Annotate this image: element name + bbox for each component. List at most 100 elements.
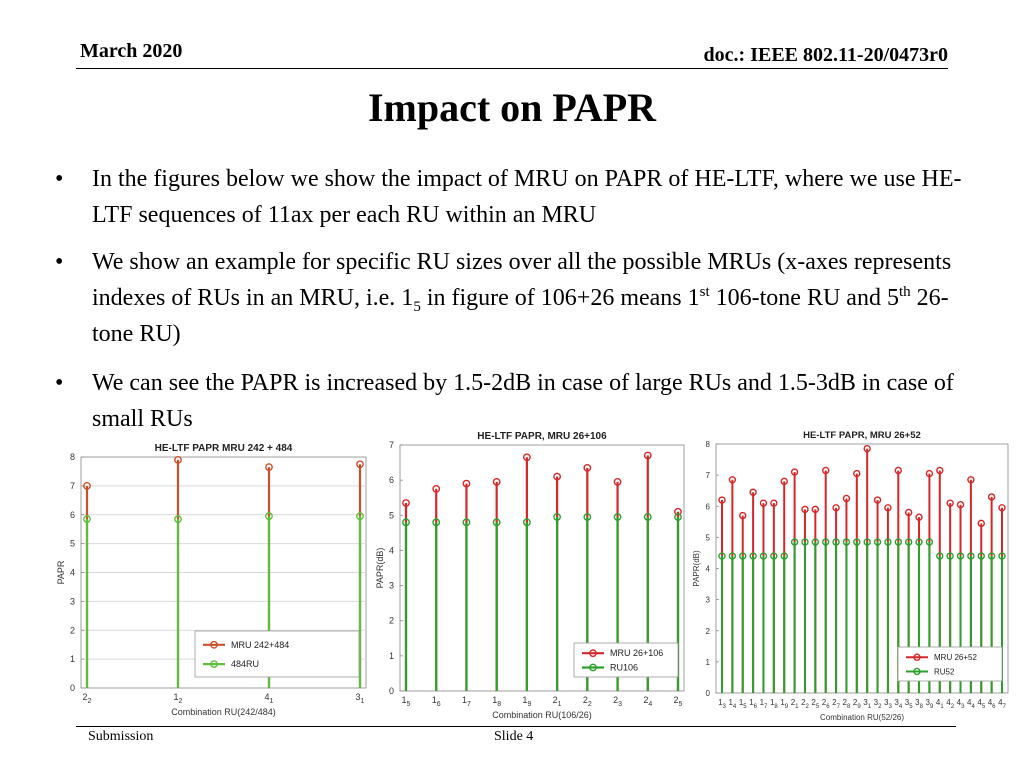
mru-marker <box>967 476 975 484</box>
y-tick-label: 1 <box>389 651 394 661</box>
legend-label: RU52 <box>934 667 955 676</box>
footer-slide-number: Slide 4 <box>494 729 534 744</box>
mru-marker <box>462 479 471 488</box>
bullet-superscript: st <box>699 284 710 300</box>
mru-marker <box>674 507 682 516</box>
legend-label: 484RU <box>231 659 259 669</box>
x-tick-label: 32 <box>874 698 882 710</box>
x-tick-label: 26 <box>822 698 830 710</box>
y-tick-label: 6 <box>70 510 75 520</box>
mru-marker <box>583 463 592 472</box>
chart-mru-26-52: HE-LTF PAPR, MRU 26+52 0 1 2 3 4 5 6 7 8 PAPR(dB) 1… <box>688 425 1020 729</box>
mru-marker <box>801 505 809 514</box>
ru-marker <box>759 552 768 560</box>
ru-marker <box>853 538 861 546</box>
mru-marker <box>822 466 830 475</box>
x-tick-label: 33 <box>884 698 892 710</box>
mru-marker <box>915 513 923 521</box>
y-tick-label: 8 <box>70 452 75 462</box>
chart-title: HE-LTF PAPR MRU 242 + 484 <box>155 443 293 454</box>
y-tick-label: 4 <box>706 565 711 574</box>
bullet-subscript: 5 <box>413 298 421 315</box>
x-tick-label: 13 <box>718 698 726 710</box>
bullet-1: • In the figures below we show the impac… <box>55 161 975 233</box>
mru-marker <box>770 499 778 507</box>
x-tick-label: 43 <box>957 698 965 710</box>
mru-marker <box>739 511 747 520</box>
legend-marker <box>210 640 218 649</box>
mru-marker <box>643 451 652 460</box>
ru-marker <box>967 552 975 560</box>
ru-marker <box>462 518 471 527</box>
bullet-mark: • <box>55 166 64 192</box>
x-tick-label: 17 <box>760 698 768 710</box>
y-tick-label: 0 <box>70 683 75 693</box>
bullet-3: • We can see the PAPR is increased by 1.… <box>55 365 975 437</box>
ru-marker <box>83 515 91 523</box>
x-axis-label: Combination RU(106/26) <box>492 710 592 720</box>
chart-mru-26-106: HE-LTF PAPR, MRU 26+106 0 1 2 3 4 5 6 7 PAPR(dB) 1… <box>372 425 692 727</box>
chart-title: HE-LTF PAPR, MRU 26+52 <box>803 430 921 441</box>
ru-marker <box>977 552 985 560</box>
ru-marker <box>432 518 441 527</box>
ru-marker <box>643 513 652 521</box>
mru-marker <box>832 504 840 512</box>
ru-marker <box>863 538 871 546</box>
mru-marker <box>936 466 944 475</box>
y-tick-label: 7 <box>389 440 394 450</box>
y-axis-label: PAPR <box>56 560 66 584</box>
mru-marker <box>174 455 182 464</box>
chart-svg: HE-LTF PAPR, MRU 26+10601234567PAPR(dB)1… <box>375 431 685 720</box>
legend-marker <box>913 667 921 676</box>
x-tick-label: 23 <box>613 695 622 708</box>
footer-submission: Submission <box>88 729 154 744</box>
y-axis-label: PAPR(dB) <box>692 550 701 587</box>
y-tick-label: 0 <box>389 686 394 696</box>
y-tick-label: 6 <box>706 502 711 511</box>
x-tick-label: 22 <box>801 698 809 710</box>
mru-marker <box>925 469 934 478</box>
ru-marker <box>987 552 996 560</box>
ru-marker <box>674 513 682 521</box>
ru-marker <box>613 513 622 521</box>
ru-marker <box>936 552 944 560</box>
x-tick-label: 17 <box>462 695 471 708</box>
ru-marker <box>811 538 820 546</box>
ru-marker <box>925 538 934 546</box>
x-tick-label: 15 <box>739 698 747 710</box>
mru-marker <box>402 499 410 507</box>
mru-marker <box>811 505 820 514</box>
ru-marker <box>718 552 726 560</box>
y-tick-label: 2 <box>70 625 75 635</box>
x-tick-label: 22 <box>83 692 92 705</box>
x-tick-label: 28 <box>843 698 851 710</box>
ru-marker <box>492 518 501 527</box>
ru-marker <box>402 518 410 527</box>
x-tick-label: 14 <box>728 698 736 710</box>
bullet-text: We can see the PAPR is increased by 1.5-… <box>92 370 954 432</box>
mru-marker <box>492 478 501 486</box>
x-tick-label: 46 <box>988 698 996 710</box>
y-tick-label: 3 <box>706 596 711 605</box>
mru-marker <box>863 444 871 453</box>
mru-marker <box>977 519 985 528</box>
mru-marker <box>356 460 364 469</box>
mru-marker <box>265 463 273 472</box>
legend-marker <box>589 663 597 672</box>
x-tick-label: 18 <box>492 695 501 708</box>
y-tick-label: 1 <box>706 658 711 667</box>
footer-rule <box>76 726 956 727</box>
mru-marker <box>946 499 954 507</box>
x-tick-label: 41 <box>265 692 274 705</box>
x-tick-label: 16 <box>749 698 757 710</box>
ru-marker <box>842 538 851 546</box>
y-tick-label: 0 <box>706 689 711 698</box>
ru-marker <box>884 538 892 546</box>
ru-marker <box>790 538 799 546</box>
y-tick-label: 5 <box>70 539 75 549</box>
mru-marker <box>749 488 757 496</box>
y-tick-label: 8 <box>706 440 711 449</box>
x-tick-label: 24 <box>643 695 652 708</box>
y-tick-label: 4 <box>70 568 75 578</box>
x-tick-label: 16 <box>432 695 441 708</box>
